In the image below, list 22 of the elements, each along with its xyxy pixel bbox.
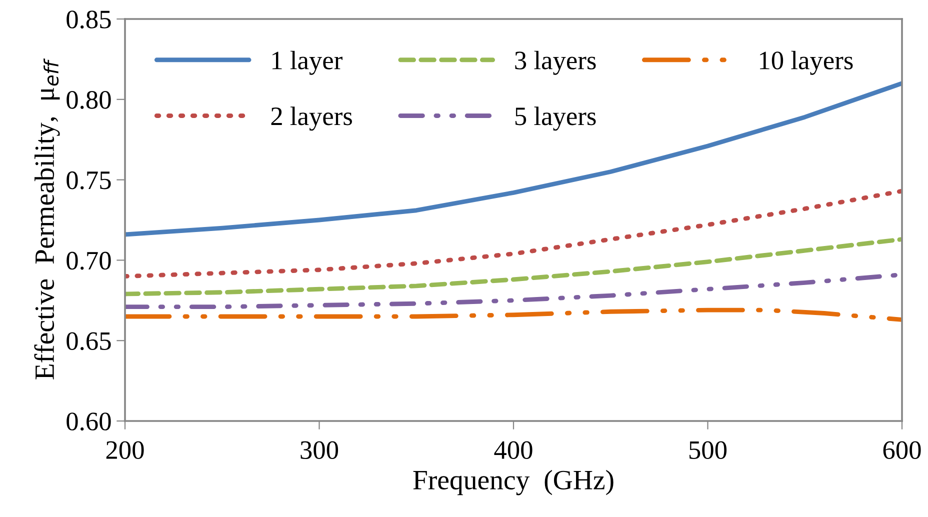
x-axis-title: Frequency (GHz) — [413, 470, 614, 496]
line-series — [125, 308, 902, 322]
y-tick-label: 0.70 — [66, 252, 111, 270]
legend-label: 3 layers — [515, 50, 596, 75]
x-tick-label: 500 — [689, 441, 727, 460]
legend-label: 5 layers — [515, 106, 596, 131]
y-tick-label: 0.60 — [66, 412, 111, 431]
y-tick-label: 0.75 — [66, 171, 111, 190]
y-tick-label: 0.85 — [66, 10, 111, 29]
x-tick-label: 400 — [494, 441, 532, 460]
y-tick-label: 0.80 — [66, 91, 111, 109]
legend-label: 10 layers — [760, 50, 853, 75]
y-axis-title: Effective Permeability, μ$_{eff}$ — [34, 58, 60, 380]
line-series — [125, 188, 902, 279]
legend-label: 2 layers — [271, 106, 352, 131]
x-tick-label: 200 — [106, 441, 144, 460]
legend-label: 1 layer — [272, 50, 342, 75]
y-tick-label: 0.65 — [66, 332, 111, 350]
x-tick-label: 300 — [300, 441, 338, 460]
x-tick-label: 600 — [883, 441, 921, 460]
line-series — [125, 81, 902, 237]
line-series — [125, 237, 902, 296]
